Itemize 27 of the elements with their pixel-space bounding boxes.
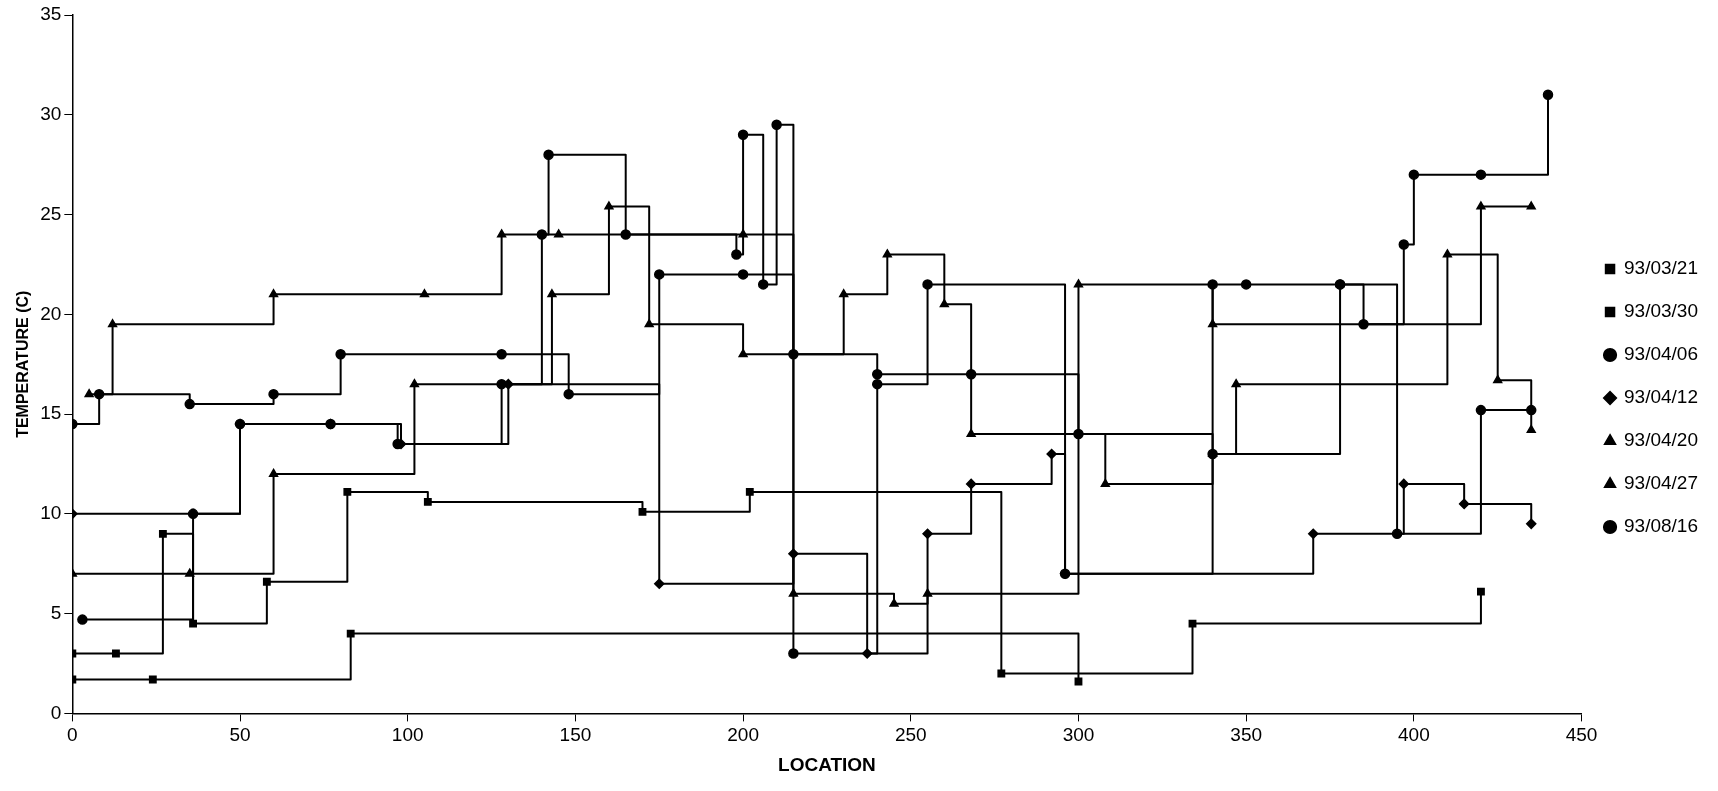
legend-label: 93/04/27 — [1624, 472, 1699, 494]
x-tick-label: 50 — [229, 724, 251, 746]
y-tick-label: 35 — [40, 3, 62, 25]
y-tick-label: 25 — [40, 202, 62, 224]
y-tick-label: 10 — [40, 502, 62, 524]
x-tick-label: 450 — [1565, 724, 1598, 746]
x-tick-label: 400 — [1398, 724, 1430, 746]
y-tick-label: 20 — [40, 302, 62, 324]
legend-label: 93/08/16 — [1624, 515, 1699, 537]
x-tick-label: 250 — [894, 724, 927, 746]
x-tick-label: 150 — [559, 724, 592, 746]
legend-label: 93/04/06 — [1624, 343, 1699, 365]
x-tick-label: 300 — [1062, 724, 1095, 746]
legend-label: 93/03/30 — [1624, 300, 1699, 322]
x-tick-label: 0 — [67, 724, 78, 746]
x-tick-label: 350 — [1230, 724, 1263, 746]
y-tick-label: 30 — [40, 103, 62, 125]
y-tick-label: 5 — [50, 601, 62, 623]
y-tick-label: 15 — [40, 402, 62, 424]
y-axis-title: TEMPERATURE (C) — [14, 290, 32, 438]
legend-label: 93/04/12 — [1624, 386, 1699, 408]
legend-label: 93/04/20 — [1624, 429, 1699, 451]
legend-label: 93/03/21 — [1624, 257, 1699, 279]
y-tick-label: 0 — [50, 701, 62, 723]
x-tick-label: 200 — [727, 724, 759, 746]
x-tick-label: 100 — [391, 724, 424, 746]
x-axis-title: LOCATION — [778, 753, 876, 775]
